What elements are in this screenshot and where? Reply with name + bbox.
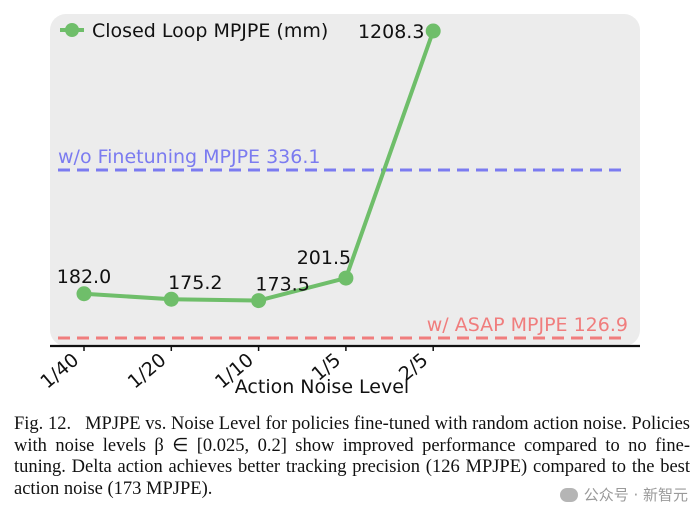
- data-label-1: 175.2: [168, 272, 222, 294]
- caption-text: MPJPE vs. Noise Level for policies fine-…: [14, 414, 690, 499]
- x-tick-label-0: 1/40: [36, 349, 83, 393]
- watermark-text: 公众号 · 新智元: [583, 486, 688, 504]
- reference-line-label-1: w/ ASAP MPJPE 126.9: [427, 314, 628, 336]
- data-point-0: [76, 286, 92, 302]
- x-tick-label-1: 1/20: [124, 349, 171, 393]
- caption-label: Fig. 12.: [14, 414, 72, 434]
- data-label-3: 201.5: [297, 247, 351, 269]
- legend-label: Closed Loop MPJPE (mm): [92, 20, 328, 42]
- data-label-4: 1208.3: [358, 21, 424, 43]
- figure-caption: Fig. 12. MPJPE vs. Noise Level for polici…: [14, 414, 690, 500]
- legend-marker-swatch: [65, 23, 79, 37]
- x-axis-label: Action Noise Level: [235, 376, 409, 398]
- data-point-3: [338, 270, 354, 286]
- legend: Closed Loop MPJPE (mm): [60, 20, 328, 42]
- wechat-icon: [559, 487, 578, 502]
- plot-background: [50, 14, 640, 346]
- watermark: 公众号 · 新智元: [559, 484, 688, 505]
- data-label-0: 182.0: [57, 266, 111, 288]
- data-point-4: [425, 23, 441, 39]
- data-label-2: 173.5: [255, 274, 309, 296]
- data-point-2: [251, 293, 267, 309]
- mpjpe-line-chart: w/o Finetuning MPJPE 336.1 w/ ASAP MPJPE …: [36, 14, 640, 398]
- reference-line-label-0: w/o Finetuning MPJPE 336.1: [58, 146, 320, 168]
- data-point-1: [163, 291, 179, 307]
